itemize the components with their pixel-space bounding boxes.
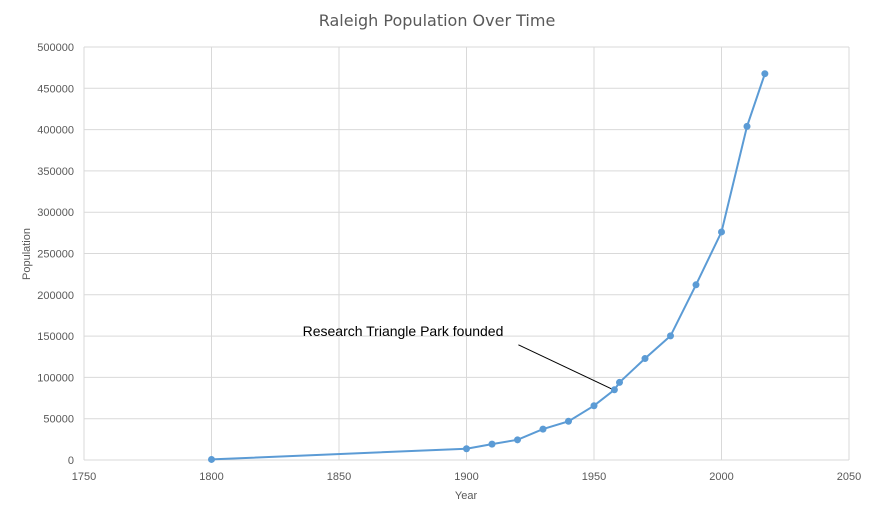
y-tick-label: 500000	[37, 42, 74, 54]
data-point	[463, 445, 470, 453]
series-line	[211, 73, 766, 461]
data-point	[565, 417, 572, 425]
data-point	[761, 70, 769, 78]
gridlines	[83, 46, 850, 461]
annotation-leader-line	[518, 344, 612, 390]
chart-title: Raleigh Population Over Time	[319, 11, 556, 30]
x-tick-label: 2000	[709, 471, 733, 483]
data-point	[667, 332, 674, 340]
data-point	[616, 378, 623, 386]
y-tick-label: 200000	[37, 290, 74, 302]
data-point	[590, 402, 598, 410]
data-point	[208, 455, 215, 463]
data-series	[208, 70, 769, 463]
data-point	[743, 122, 751, 130]
y-axis-ticks: 0 50000 100000 150000 200000 250000 300000 3500…	[37, 42, 74, 467]
y-tick-label: 100000	[37, 372, 74, 384]
data-point	[539, 425, 547, 433]
x-tick-label: 1950	[582, 471, 606, 483]
annotations: Research Triangle Park founded	[303, 323, 612, 390]
x-tick-label: 1750	[72, 471, 96, 483]
y-tick-label: 50000	[43, 414, 74, 426]
y-tick-label: 150000	[37, 331, 74, 343]
data-point	[718, 228, 725, 236]
y-tick-label: 450000	[37, 83, 74, 95]
x-axis-ticks: 1750 1800 1850 1900 1950 2000 2050	[72, 471, 861, 483]
data-point	[692, 281, 700, 289]
x-tick-label: 1850	[327, 471, 351, 483]
y-tick-label: 250000	[37, 249, 74, 261]
y-tick-label: 350000	[37, 166, 74, 178]
y-tick-label: 300000	[37, 207, 74, 219]
data-point	[488, 440, 496, 448]
data-point	[610, 386, 618, 394]
y-axis-label: Population	[21, 228, 33, 280]
y-tick-label: 0	[68, 455, 74, 467]
x-tick-label: 1800	[199, 471, 223, 483]
data-point	[514, 436, 521, 444]
x-tick-label: 1900	[454, 471, 478, 483]
x-tick-label: 2050	[837, 471, 861, 483]
annotation-text: Research Triangle Park founded	[303, 323, 504, 339]
data-point	[641, 355, 649, 363]
y-tick-label: 400000	[37, 125, 74, 137]
x-axis-label: Year	[455, 490, 478, 502]
